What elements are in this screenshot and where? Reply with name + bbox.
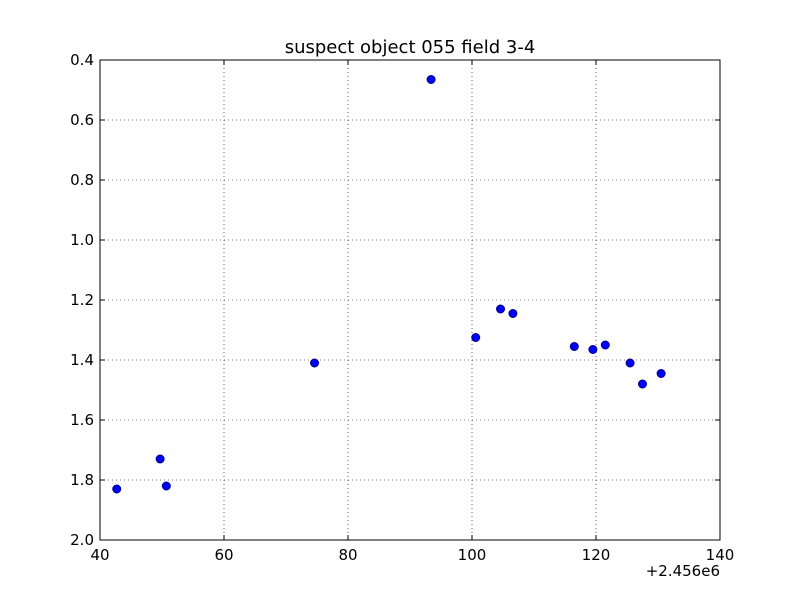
x-tick-label: 40: [90, 546, 109, 564]
data-point: [155, 454, 165, 464]
y-tick-label: 0.4: [70, 51, 94, 69]
y-tick-label: 1.6: [70, 411, 94, 429]
x-tick-label: 60: [214, 546, 233, 564]
y-tick-label: 1.8: [70, 471, 94, 489]
grid-lines: [100, 60, 720, 540]
y-tick-label: 1.4: [70, 351, 94, 369]
x-tick-label: 80: [338, 546, 357, 564]
axis-ticks: [99, 59, 721, 541]
x-tick-label: 140: [706, 546, 735, 564]
data-point: [569, 342, 579, 351]
chart-title: suspect object 055 field 3-4: [285, 37, 536, 58]
data-points: [112, 75, 666, 494]
data-point: [656, 369, 666, 378]
data-point: [471, 333, 481, 342]
x-tick-labels: 40 60 80 100 120 140: [90, 546, 734, 564]
data-point: [638, 379, 647, 389]
y-tick-label: 2.0: [70, 531, 94, 549]
data-point: [496, 304, 506, 314]
data-point: [508, 309, 518, 318]
data-point: [161, 481, 171, 491]
y-tick-label: 0.6: [70, 111, 94, 129]
y-tick-label: 0.8: [70, 171, 94, 189]
data-point: [426, 75, 436, 84]
x-offset-label: +2.456e6: [646, 562, 720, 580]
y-tick-label: 1.2: [70, 291, 94, 309]
x-tick-label: 120: [582, 546, 611, 564]
data-point: [625, 358, 635, 368]
x-tick-label: 100: [458, 546, 487, 564]
data-point: [600, 340, 610, 350]
data-point: [112, 484, 122, 494]
y-tick-labels: 0.4 0.6 0.8 1.0 1.2 1.4 1.6 1.8 2.0: [70, 51, 94, 549]
y-tick-label: 1.0: [70, 231, 94, 249]
data-point: [588, 345, 598, 354]
data-point: [310, 358, 320, 368]
